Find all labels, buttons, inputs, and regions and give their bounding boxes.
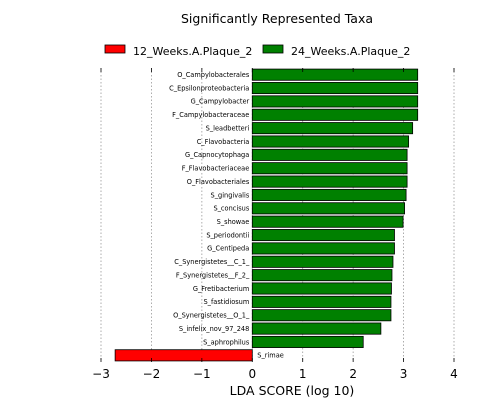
bar-label: G_Campylobacter <box>191 98 250 106</box>
bar-labels: O_Campylobacterales C_Epsilonproteobacter… <box>169 71 284 360</box>
bar-label: C_Epsilonproteobacteria <box>169 84 249 92</box>
x-tick-label: 4 <box>450 367 458 381</box>
chart-title: Significantly Represented Taxa <box>181 11 373 26</box>
bar-label: O_Campylobacterales <box>177 71 250 79</box>
bar-label: G_Fretibacterium <box>193 285 249 293</box>
bar-label: S_aphrophilus <box>203 338 250 346</box>
bar-label: S_gingivalis <box>211 191 250 199</box>
bar <box>251 322 382 335</box>
bar <box>251 162 408 175</box>
legend-swatch-24-weeks <box>262 44 284 54</box>
bar <box>251 269 393 282</box>
bar <box>251 282 392 295</box>
x-axis-label: LDA SCORE (log 10) <box>230 383 355 398</box>
bar-label: C_Flavobacteria <box>197 138 250 146</box>
bar-label: O_Flavobacteriales <box>187 178 250 186</box>
bar-label: F_Flavobacteriaceae <box>182 165 250 173</box>
x-tick-label: −2 <box>143 367 161 381</box>
x-tick-label: −1 <box>193 367 211 381</box>
x-axis: −3 −2 −1 0 1 2 3 4 <box>92 68 458 381</box>
bar <box>251 175 408 188</box>
bar-label: S_leadbetteri <box>206 124 250 132</box>
bars <box>114 68 419 362</box>
bar <box>251 148 408 161</box>
bar <box>251 309 392 322</box>
legend-label-12-weeks: 12_Weeks.A.Plaque_2 <box>133 45 252 58</box>
bar <box>251 242 395 255</box>
bar-label: S_rimae <box>257 352 284 360</box>
bar-label: G_Centipeda <box>207 245 249 253</box>
bar-label: S_periodontii <box>206 231 249 239</box>
bar <box>251 95 419 108</box>
x-tick-label: 3 <box>400 367 408 381</box>
legend-swatch-12-weeks <box>104 44 126 54</box>
bar-label: O_Synergistetes__O_1_ <box>173 312 250 320</box>
bar <box>251 108 419 121</box>
bar <box>251 188 407 201</box>
bar-label: S_infelix_nov_97_248 <box>179 325 249 333</box>
bar <box>251 202 405 215</box>
bar-label: F_Synergistetes__F_2_ <box>176 271 250 279</box>
bar-label: S_fastidiosum <box>203 298 249 306</box>
x-tick-label: 1 <box>299 367 307 381</box>
legend-label-24-weeks: 24_Weeks.A.Plaque_2 <box>291 45 410 58</box>
bar <box>251 68 419 81</box>
bar <box>251 255 394 268</box>
bar-label: F_Campylobacteraceae <box>172 111 249 119</box>
bar <box>114 349 253 362</box>
bar <box>251 122 414 135</box>
bar-label: C_Synergistetes__C_1_ <box>174 258 250 266</box>
bar <box>251 335 364 348</box>
bar <box>251 135 410 148</box>
bar <box>251 229 395 242</box>
bar-label: G_Capnocytophaga <box>185 151 249 159</box>
x-tick-label: 0 <box>248 367 256 381</box>
legend: 12_Weeks.A.Plaque_2 24_Weeks.A.Plaque_2 <box>104 44 410 58</box>
bar-label: S_showae <box>217 218 250 226</box>
bar-label: S_concisus <box>213 205 249 213</box>
x-tick-label: 2 <box>349 367 357 381</box>
x-tick-label: −3 <box>92 367 110 381</box>
bar <box>251 295 392 308</box>
bar <box>251 82 419 95</box>
bar <box>251 215 404 228</box>
